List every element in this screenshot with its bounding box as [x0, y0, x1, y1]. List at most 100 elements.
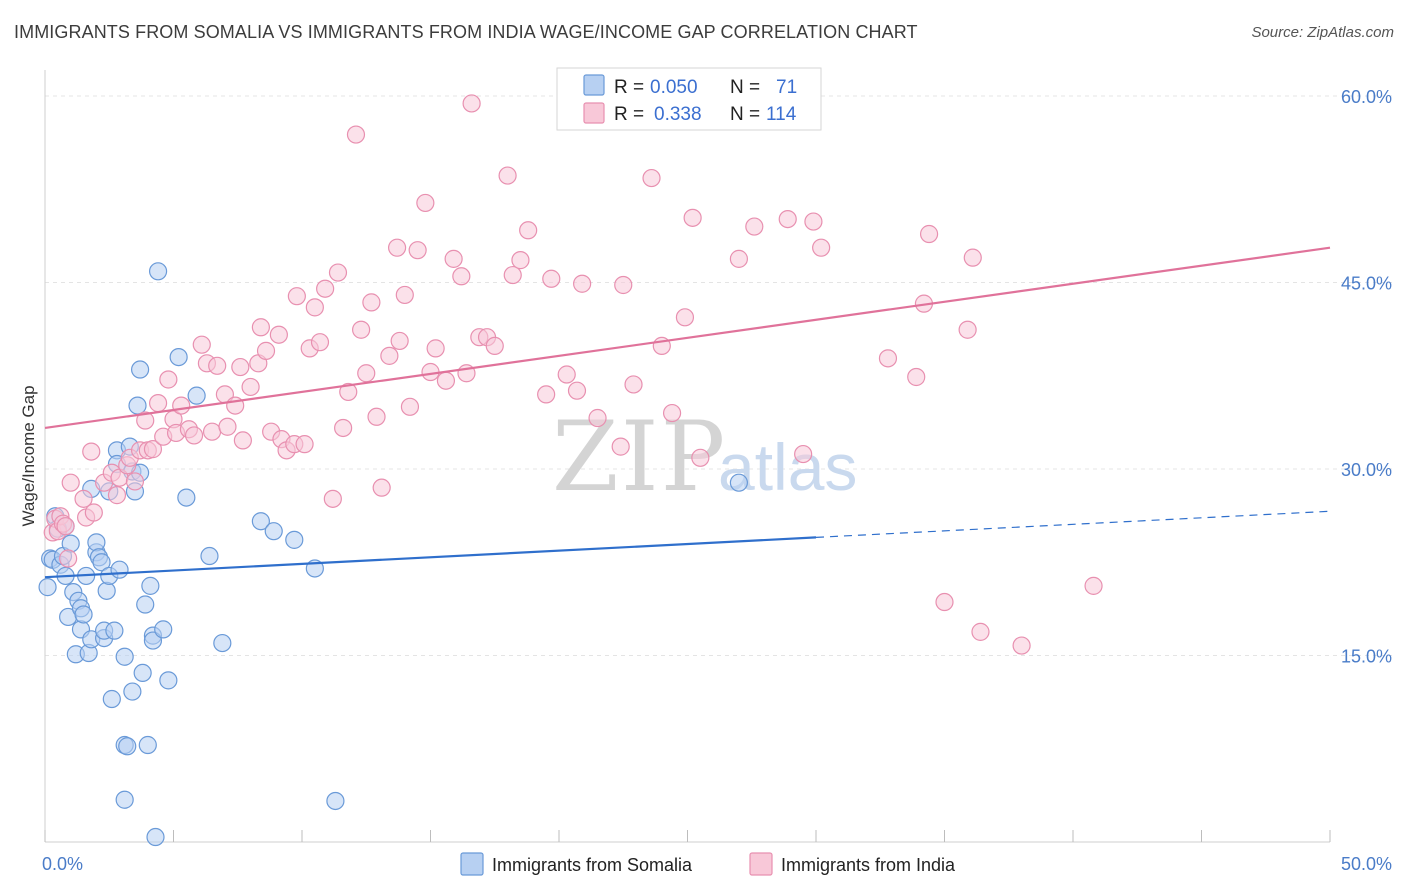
data-point: [208, 356, 227, 375]
data-point: [362, 293, 381, 312]
data-point: [136, 595, 155, 614]
data-point: [436, 371, 456, 390]
data-point: [110, 560, 129, 579]
data-point: [907, 367, 926, 387]
data-point: [367, 407, 386, 426]
trend-line-somalia-extension: [815, 510, 1331, 538]
data-point: [123, 682, 142, 701]
trend-line-india: [44, 246, 1331, 430]
axes: [44, 70, 1331, 843]
data-point: [82, 442, 101, 461]
series-india: [43, 94, 1103, 655]
data-point: [511, 251, 530, 270]
data-point: [177, 488, 196, 507]
data-point: [241, 377, 260, 397]
data-point: [148, 394, 168, 413]
data-point: [426, 339, 445, 358]
data-point: [146, 827, 165, 847]
data-point: [118, 737, 137, 756]
data-point: [125, 472, 145, 491]
y-axis-label: Wage/Income Gap: [19, 385, 38, 526]
data-point: [328, 263, 348, 282]
data-point: [92, 553, 111, 572]
data-point: [287, 287, 306, 306]
data-point: [642, 168, 661, 188]
data-point: [778, 209, 797, 229]
legend-r-value-somalia: 0.050: [650, 77, 698, 98]
data-point: [143, 440, 163, 459]
data-point: [138, 735, 157, 755]
data-point: [408, 241, 427, 260]
data-point: [812, 238, 831, 257]
data-point: [256, 341, 276, 360]
data-point: [184, 426, 204, 445]
data-point: [169, 348, 188, 367]
data-point: [614, 275, 633, 295]
data-point: [387, 238, 407, 257]
legend-n-value-somalia: 71: [776, 77, 797, 98]
data-point: [159, 370, 178, 389]
data-point: [61, 473, 80, 492]
bottom-legend-label-india: Immigrants from India: [781, 855, 956, 875]
data-point: [61, 534, 80, 553]
stats-legend: R = 0.050 N = 71 R = 0.338 N = 114: [556, 67, 822, 131]
data-point: [154, 620, 173, 639]
data-point: [159, 671, 178, 690]
series-somalia: [38, 262, 749, 847]
data-point: [310, 333, 330, 352]
legend-r-label-somalia: R =: [614, 77, 644, 98]
bottom-legend-label-somalia: Immigrants from Somalia: [492, 855, 693, 875]
data-point: [295, 435, 314, 454]
data-point: [74, 489, 93, 508]
data-point: [115, 790, 134, 809]
data-point: [269, 325, 288, 344]
data-point: [452, 267, 471, 286]
data-point: [372, 478, 391, 497]
trend-layer: [44, 246, 1331, 579]
data-point: [97, 581, 116, 600]
data-point: [59, 549, 78, 568]
data-point: [963, 248, 982, 267]
bottom-legend: Immigrants from Somalia Immigrants from …: [460, 852, 956, 876]
data-point: [115, 647, 134, 666]
data-point: [251, 318, 270, 337]
data-point: [503, 265, 522, 285]
data-point: [346, 125, 366, 144]
data-point: [919, 224, 939, 244]
data-point: [105, 621, 124, 640]
data-point: [557, 365, 576, 384]
data-point: [264, 522, 283, 541]
data-point: [662, 403, 682, 423]
legend-n-value-india: 114: [766, 104, 797, 125]
data-point: [542, 269, 561, 288]
y-tick-label: 45.0%: [1341, 274, 1392, 294]
data-point: [233, 431, 252, 450]
data-point: [130, 360, 150, 379]
data-point: [519, 221, 538, 240]
data-point: [729, 249, 749, 268]
data-point: [102, 689, 121, 709]
data-point: [136, 411, 155, 430]
data-point: [498, 166, 517, 185]
data-point: [380, 346, 399, 365]
data-point: [971, 622, 990, 641]
legend-n-label-india: N =: [730, 104, 760, 125]
data-point: [326, 791, 345, 811]
data-point: [218, 417, 237, 436]
data-point: [485, 336, 504, 356]
data-point: [172, 396, 191, 415]
bottom-legend-swatch-somalia: [460, 852, 484, 876]
x-tick-label: 50.0%: [1341, 854, 1392, 874]
data-point: [400, 397, 420, 416]
data-point: [323, 489, 342, 508]
chart-title: IMMIGRANTS FROM SOMALIA VS IMMIGRANTS FR…: [14, 22, 918, 42]
data-point: [794, 444, 813, 464]
data-point: [84, 503, 103, 522]
data-point: [395, 285, 414, 305]
data-point: [588, 408, 607, 428]
data-point: [74, 605, 93, 624]
data-point: [141, 576, 160, 595]
y-tick-label: 60.0%: [1341, 87, 1392, 107]
data-point: [729, 473, 749, 492]
bottom-legend-swatch-india: [749, 852, 773, 876]
